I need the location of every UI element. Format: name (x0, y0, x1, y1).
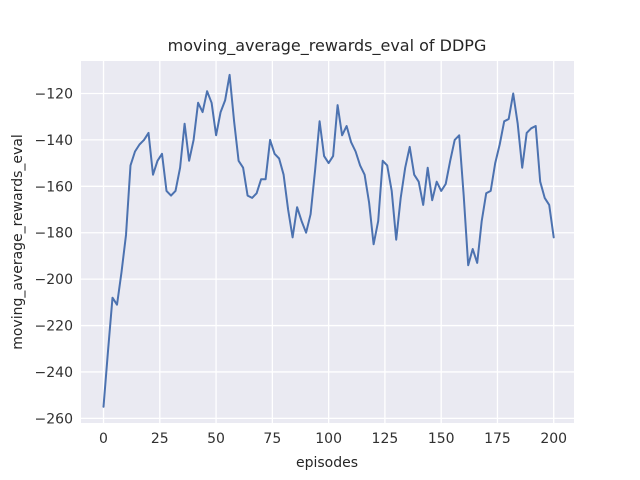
x-axis-label: episodes (296, 455, 358, 471)
y-tick-label: −220 (35, 319, 73, 335)
x-tick-label: 125 (372, 431, 399, 447)
plot-background (81, 61, 574, 423)
x-tick-label: 200 (540, 431, 567, 447)
y-tick-label: −200 (35, 272, 73, 288)
x-tick-labels: 0 25 50 75 100 125 150 175 200 (99, 431, 567, 447)
y-tick-label: −120 (35, 86, 73, 102)
y-tick-labels: −120 −140 −160 −180 −200 −220 −240 −260 (35, 86, 73, 427)
y-tick-label: −260 (35, 411, 73, 427)
x-tick-label: 0 (99, 431, 108, 447)
y-tick-label: −180 (35, 226, 73, 242)
x-tick-label: 75 (263, 431, 281, 447)
x-tick-label: 175 (484, 431, 511, 447)
reward-line-series (102, 73, 555, 408)
x-tick-label: 50 (207, 431, 225, 447)
y-axis-label: moving_average_rewards_eval (10, 134, 26, 350)
x-tick-label: 150 (428, 431, 455, 447)
y-tick-label: −240 (35, 365, 73, 381)
y-tick-label: −140 (35, 133, 73, 149)
x-tick-label: 100 (315, 431, 342, 447)
grid-lines (81, 61, 574, 423)
x-tick-label: 25 (151, 431, 169, 447)
y-tick-label: −160 (35, 179, 73, 195)
chart-title: moving_average_rewards_eval of DDPG (168, 36, 487, 56)
